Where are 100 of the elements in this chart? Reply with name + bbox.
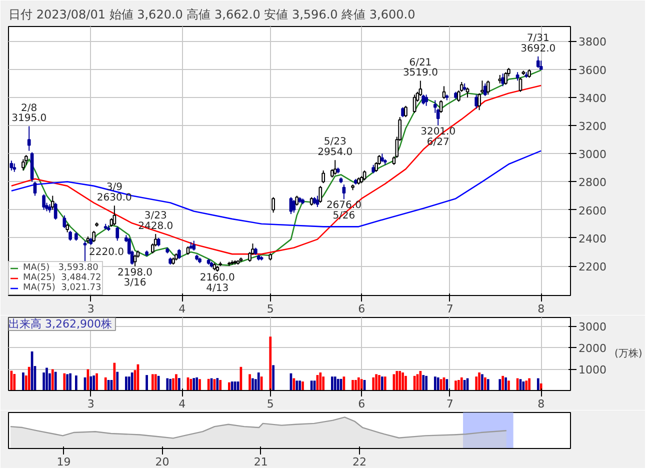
bar bbox=[257, 372, 260, 390]
bar bbox=[536, 378, 540, 390]
bar bbox=[384, 376, 386, 390]
candlestick bbox=[133, 254, 137, 267]
y-tick-label: 3800 bbox=[578, 36, 606, 49]
bar bbox=[396, 370, 398, 390]
bar bbox=[528, 378, 530, 390]
bar bbox=[484, 377, 486, 390]
bar bbox=[292, 378, 296, 390]
x-tick-label: 6 bbox=[358, 398, 366, 410]
bar bbox=[463, 380, 466, 390]
candlestick bbox=[422, 94, 426, 105]
candlestick bbox=[83, 240, 87, 264]
candlestick bbox=[333, 160, 337, 176]
bar bbox=[298, 380, 301, 390]
x-tick-label: 5 bbox=[266, 398, 274, 410]
bar bbox=[322, 376, 325, 390]
annotation: 2160.0 4/13 bbox=[200, 272, 235, 294]
bar bbox=[508, 380, 510, 390]
bar bbox=[436, 377, 440, 390]
bar bbox=[398, 370, 402, 390]
y-tick-label: 3400 bbox=[578, 92, 606, 105]
bar bbox=[504, 377, 507, 390]
bar bbox=[460, 377, 463, 390]
chart-title: 日付 2023/08/01 始値 3,620.0 高値 3,662.0 安値 3,596.0 終値 3,600.0 bbox=[8, 8, 416, 22]
bar bbox=[458, 380, 460, 390]
x-tick-label: 3 bbox=[87, 398, 94, 410]
bar bbox=[334, 376, 336, 390]
legend-label: MA(75) 3,021.73 bbox=[23, 283, 102, 293]
candlestick bbox=[539, 60, 543, 70]
legend-label: MA(5) 3,593.80 bbox=[23, 263, 98, 273]
bar bbox=[522, 381, 525, 390]
candlestick bbox=[424, 94, 428, 106]
bar bbox=[46, 368, 48, 390]
bar bbox=[354, 380, 357, 390]
candlestick bbox=[27, 126, 31, 152]
bar bbox=[219, 380, 222, 390]
bar bbox=[330, 376, 334, 390]
bar bbox=[22, 372, 24, 390]
bar bbox=[130, 372, 134, 390]
candlestick bbox=[192, 240, 196, 252]
bar bbox=[192, 378, 196, 390]
bar bbox=[269, 336, 272, 390]
y-tick-label: 3000 bbox=[578, 320, 606, 334]
y-tick-label: 2800 bbox=[578, 176, 606, 190]
candlestick bbox=[362, 170, 366, 181]
bar bbox=[92, 375, 96, 390]
candlestick bbox=[501, 73, 504, 87]
bar bbox=[54, 372, 57, 390]
bar bbox=[104, 377, 107, 390]
bar bbox=[128, 376, 130, 390]
x-tick-label: 19 bbox=[56, 456, 71, 468]
y-tick-label: 3600 bbox=[578, 64, 606, 77]
candlestick bbox=[322, 170, 326, 184]
annotation: 5/23 2954.0 bbox=[318, 136, 353, 158]
x-tick-label: 20 bbox=[155, 456, 170, 468]
bar bbox=[113, 362, 116, 390]
bar bbox=[63, 373, 66, 390]
bar bbox=[422, 375, 425, 390]
bar bbox=[381, 376, 384, 390]
annotation: 2220.0 bbox=[89, 247, 124, 258]
x-tick-label: 5 bbox=[266, 302, 274, 316]
x-tick-label: 21 bbox=[254, 456, 268, 468]
bar bbox=[96, 373, 98, 390]
candlestick bbox=[480, 80, 484, 94]
candlestick bbox=[295, 195, 299, 206]
bar bbox=[152, 374, 154, 390]
y-tick-label: 3000 bbox=[578, 148, 606, 162]
bar bbox=[178, 378, 180, 390]
bar bbox=[378, 375, 380, 390]
y-tick-label: 2600 bbox=[578, 204, 606, 218]
candlestick bbox=[318, 185, 322, 204]
bar bbox=[172, 378, 174, 390]
bar bbox=[372, 377, 375, 390]
candlestick bbox=[474, 94, 478, 110]
bar bbox=[404, 376, 407, 390]
bar bbox=[478, 372, 480, 390]
bar bbox=[481, 374, 484, 390]
candlestick bbox=[518, 77, 522, 92]
x-tick-label: 4 bbox=[178, 398, 186, 410]
bar bbox=[75, 375, 78, 390]
bar bbox=[486, 379, 490, 390]
candlestick bbox=[177, 248, 181, 260]
y-tick-label: 2200 bbox=[578, 260, 606, 274]
candlestick bbox=[478, 92, 481, 111]
candlestick bbox=[439, 100, 443, 114]
bar bbox=[319, 372, 322, 390]
bar bbox=[498, 379, 502, 390]
y-tick-label: 1000 bbox=[578, 364, 606, 377]
candlestick bbox=[112, 205, 116, 226]
y-tick-label: 3200 bbox=[578, 120, 606, 134]
x-tick-label: 8 bbox=[538, 302, 545, 316]
candlestick bbox=[486, 80, 490, 96]
candlestick bbox=[404, 105, 408, 118]
bar bbox=[502, 376, 504, 390]
bar bbox=[434, 376, 436, 390]
x-tick-label: 7 bbox=[446, 302, 454, 316]
candlestick bbox=[483, 82, 487, 97]
x-tick-label: 4 bbox=[178, 302, 186, 316]
bar bbox=[454, 380, 457, 390]
